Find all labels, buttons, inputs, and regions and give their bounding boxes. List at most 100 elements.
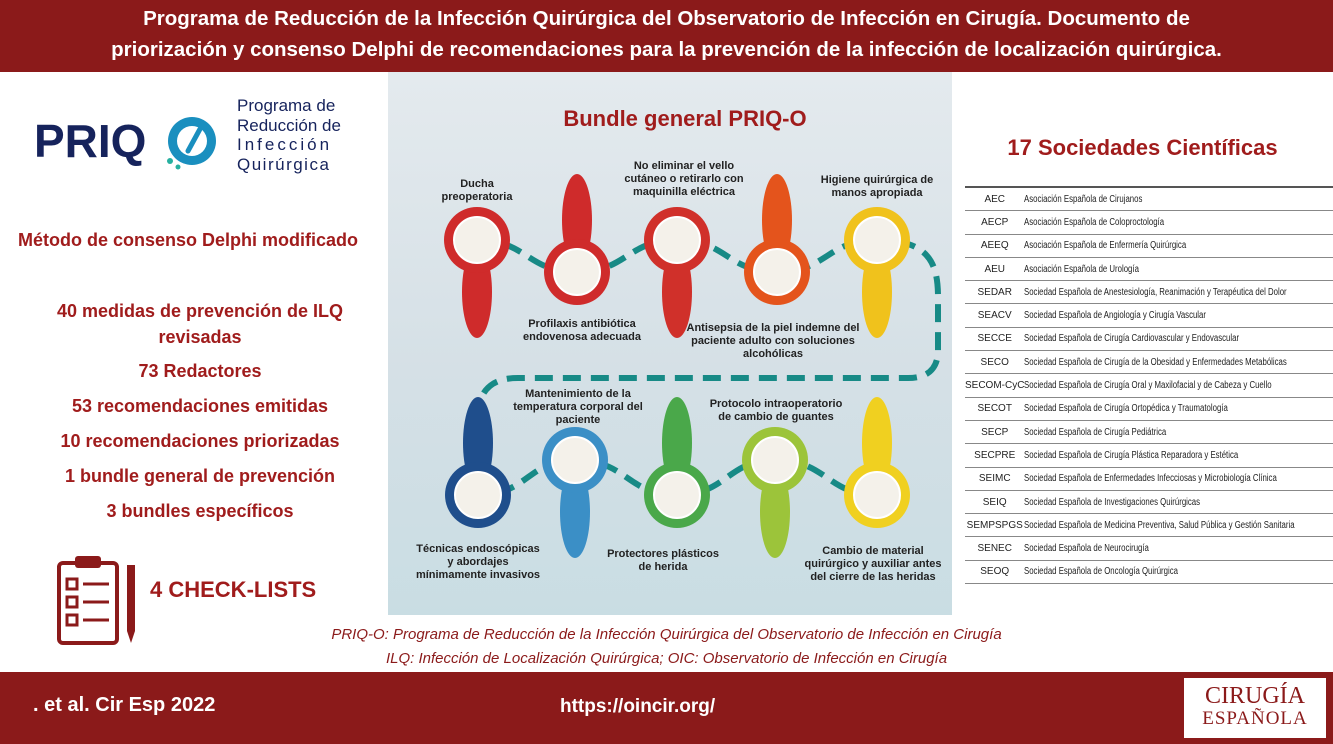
society-abbr: SENEC [965,536,1025,561]
method: Método de consenso Delphi modificado [18,230,359,250]
journal-line: CIRUGÍA [1205,683,1305,709]
society-row: SEDAR Sociedad Española de Anestesiología… [965,280,1333,305]
pin-inner [551,436,599,484]
society-name-cell: Sociedad Española de Cirugía Ortopédica … [1024,397,1333,421]
society-name-cell: Sociedad Española de Anestesiología, Rea… [1024,280,1333,305]
society-abbr: SEDAR [965,280,1025,305]
pin-inner [753,248,801,296]
society-abbr: SEIMC [965,467,1025,491]
step-label: Cambio de material quirúrgico y auxiliar… [804,545,942,583]
society-name: Sociedad Española de Cirugía Pediátrica [1024,426,1167,438]
society-row: AEEQ Asociación Española de Enfermería Qu… [965,234,1333,258]
society-row: SEIMC Sociedad Española de Enfermedades I… [965,467,1333,491]
society-name-cell: Sociedad Española de Oncología Quirúrgic… [1024,560,1333,585]
pin-inner [853,471,901,519]
footnote: ILQ: Infección de Localización Quirúrgic… [385,650,948,667]
society-name-cell: Sociedad Española de Enfermedades Infecc… [1024,467,1333,491]
logo-acronym: PRIQ [34,115,146,167]
society-name: Sociedad Española de Cirugía de la Obesi… [1024,356,1288,368]
society-row: AEC Asociación Española de Cirujanos [965,187,1333,212]
society-abbr: SEIQ [965,490,1025,515]
step-label: Ducha preoperatoria [441,178,513,203]
society-name-cell: Asociación Española de Cirujanos [1024,187,1333,212]
journal-line: ESPAÑOLA [1202,708,1308,729]
logo-name: Programa de Reducción de Infección Quirú… [237,96,341,174]
society-name: Sociedad Española de Enfermedades Infecc… [1024,473,1278,485]
pin-inner [751,436,799,484]
step-label: Antisepsia de la piel indemne del pacien… [686,322,860,360]
society-name: Sociedad Española de Neurocirugía [1024,543,1150,555]
title-line: priorización y consenso Delphi de recome… [111,38,1222,61]
step-label: Técnicas endoscópicas y abordajes mínima… [415,543,541,581]
step-label: Profilaxis antibiótica endovenosa adecua… [523,318,641,343]
society-name-cell: Sociedad Española de Neurocirugía [1024,536,1333,561]
footnote: PRIQ-O: Programa de Reducción de la Infe… [331,626,1002,643]
stat: 53 recomendaciones emitidas [71,396,329,416]
stat: 3 bundles específicos [106,501,294,521]
society-name-cell: Asociación Española de Coloproctología [1024,210,1333,235]
title-line: Programa de Reducción de la Infección Qu… [143,7,1190,30]
society-abbr: AECP [965,210,1025,235]
society-abbr: AEU [965,257,1025,282]
society-abbr: SEMPSPGS [965,513,1025,538]
society-row: SEIQ Sociedad Española de Investigaciones… [965,490,1333,515]
step-label: Higiene quirúrgica de manos apropiada [820,174,934,199]
bundle-graphic [444,174,941,558]
society-abbr: SECPRE [965,443,1025,468]
checklists: 4 CHECK-LISTS [150,577,317,602]
society-name: Sociedad Española de Cirugía Ortopédica … [1024,403,1229,415]
society-name-cell: Asociación Española de Urología [1024,257,1333,282]
step-label: No eliminar el vello cutáneo o retirarlo… [624,160,744,198]
pin-inner [553,248,601,296]
society-row: AECP Asociación Española de Coloproctolog… [965,210,1333,235]
pin-inner [454,471,502,519]
logo-name-line: Infección [237,135,333,154]
society-abbr: SECP [965,420,1025,445]
stat: 73 Redactores [138,361,262,381]
logo-graphic: PRIQ [34,115,216,170]
society-row: SEOQ Sociedad Española de Oncología Quirú… [965,560,1333,585]
society-name-cell: Sociedad Española de Cirugía Cardiovascu… [1024,327,1333,352]
society-row: SECO Sociedad Española de Cirugía de la O… [965,350,1333,375]
society-row: SEMPSPGS Sociedad Española de Medicina Pr… [965,513,1333,538]
society-abbr: SECO [965,350,1025,375]
society-name: Sociedad Española de Investigaciones Qui… [1024,496,1201,508]
society-abbr: SECOM-CyC [965,373,1025,398]
society-row: SECPRE Sociedad Española de Cirugía Plást… [965,443,1333,468]
step-label: Protocolo intraoperatorio de cambio de g… [709,398,843,423]
step-label: Mantenimiento de la temperatura corporal… [513,388,643,426]
journal-logo: CIRUGÍA ESPAÑOLA [1184,678,1326,738]
footer: . et al. Cir Esp 2022 https://oincir.org… [0,672,1333,744]
society-name-cell: Sociedad Española de Investigaciones Qui… [1024,490,1333,515]
pin-inner [653,216,701,264]
society-name: Sociedad Española de Cirugía Oral y Maxi… [1024,380,1273,392]
society-name: Sociedad Española de Angiología y Cirugí… [1024,310,1207,322]
society-abbr: SEOQ [965,560,1025,585]
stat: 40 medidas de prevención de ILQ revisada… [56,301,344,347]
pin-inner [453,216,501,264]
societies-title: 17 Sociedades Científicas [1007,135,1278,160]
society-name-cell: Asociación Española de Enfermería Quirúr… [1024,234,1333,258]
society-abbr: AEEQ [965,234,1025,258]
society-abbr: AEC [965,187,1025,212]
society-name-cell: Sociedad Española de Cirugía Pediátrica [1024,420,1333,445]
logo-name-line: Programa de [237,96,336,115]
society-row: SENEC Sociedad Española de Neurocirugía [965,536,1333,561]
pin-inner [853,216,901,264]
step-label: Protectores plásticos de herida [607,548,719,573]
logo-name-line: Quirúrgica [237,154,331,174]
logo-slash [185,126,203,154]
stat: 1 bundle general de prevención [64,466,336,486]
logo-name-line: Reducción de [237,115,341,135]
societies-table: AEC Asociación Española de Cirujanos AECP A… [965,186,1333,585]
society-name: Sociedad Española de Cirugía Plástica Re… [1024,449,1239,461]
society-name-cell: Sociedad Española de Cirugía Oral y Maxi… [1024,373,1333,398]
header: Programa de Reducción de la Infección Qu… [0,0,1333,72]
url[interactable]: https://oincir.org/ [560,696,716,717]
society-abbr: SEACV [965,303,1025,328]
society-name: Sociedad Española de Cirugía Cardiovascu… [1024,333,1240,345]
society-row: SECOM-CyC Sociedad Española de Cirugía Or… [965,373,1333,398]
society-name-cell: Sociedad Española de Medicina Preventiva… [1024,513,1333,538]
society-name: Asociación Española de Enfermería Quirúr… [1024,240,1187,252]
